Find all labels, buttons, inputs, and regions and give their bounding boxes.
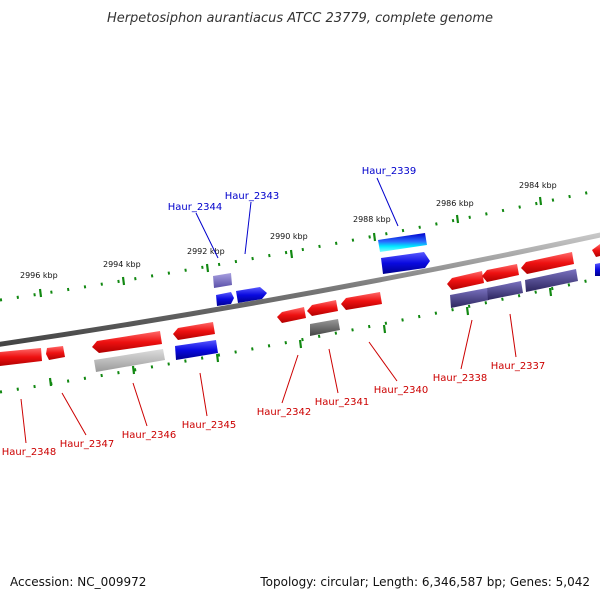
upper-scale-track xyxy=(0,188,600,302)
scale-label-2994: 2994 kbp xyxy=(103,260,141,269)
gene-haur-2343[interactable] xyxy=(236,287,267,303)
gene-haur-2337-b[interactable] xyxy=(487,281,523,300)
gene-haur-2340[interactable] xyxy=(341,292,382,310)
gene-label-haur-2346[interactable]: Haur_2346 xyxy=(122,430,177,441)
major-scale-ticks xyxy=(38,196,553,387)
gene-haur-2345-b[interactable] xyxy=(175,340,218,360)
lower-scale-track xyxy=(0,276,600,394)
scale-label-2988: 2988 kbp xyxy=(353,215,391,224)
gene-haur-2347[interactable] xyxy=(46,346,65,360)
gene-haur-2338[interactable] xyxy=(447,271,484,290)
gene-haur-2338-b[interactable] xyxy=(450,288,489,308)
gene-label-haur-2342[interactable]: Haur_2342 xyxy=(257,407,312,418)
gene-haur-2346[interactable] xyxy=(92,331,162,353)
gene-label-haur-2348[interactable]: Haur_2348 xyxy=(2,447,57,458)
gene-label-haur-2341[interactable]: Haur_2341 xyxy=(315,397,370,408)
scale-label-2984: 2984 kbp xyxy=(519,181,557,190)
gene-haur-2341-b[interactable] xyxy=(310,319,340,336)
gene-haur-2339-b[interactable] xyxy=(381,252,430,274)
gene-haur-2337[interactable] xyxy=(482,264,519,282)
gene-haur-2341[interactable] xyxy=(307,300,338,316)
accession-text: Accession: NC_009972 xyxy=(10,575,146,589)
gene-edge-right-b[interactable] xyxy=(595,263,600,276)
gene-haur-2345[interactable] xyxy=(173,322,215,340)
gene-right-purple[interactable] xyxy=(525,269,578,292)
gene-haur-2346-b[interactable] xyxy=(94,349,165,372)
gene-label-haur-2347[interactable]: Haur_2347 xyxy=(60,439,115,450)
lower-strand-genes xyxy=(0,252,578,372)
gene-label-haur-2340[interactable]: Haur_2340 xyxy=(374,385,429,396)
map-title: Herpetosiphon aurantiacus ATCC 23779, co… xyxy=(107,11,493,26)
gene-label-haur-2343[interactable]: Haur_2343 xyxy=(225,191,280,202)
gene-right-red[interactable] xyxy=(521,252,574,274)
gene-label-haur-2338[interactable]: Haur_2338 xyxy=(433,373,488,384)
gene-haur-2344-b[interactable] xyxy=(216,292,234,306)
scale-label-2990: 2990 kbp xyxy=(270,232,308,241)
scale-label-2986: 2986 kbp xyxy=(436,199,474,208)
gene-label-haur-2339[interactable]: Haur_2339 xyxy=(362,166,417,177)
gene-haur-2344[interactable] xyxy=(213,273,232,288)
gene-label-haur-2344[interactable]: Haur_2344 xyxy=(168,202,223,213)
topology-text: Topology: circular; Length: 6,346,587 bp… xyxy=(259,575,590,589)
upper-strand-genes xyxy=(213,233,600,306)
gene-edge-right[interactable] xyxy=(592,244,600,257)
gene-haur-2348[interactable] xyxy=(0,348,42,366)
gene-haur-2339[interactable] xyxy=(378,233,427,252)
lower-leader-lines xyxy=(20,313,517,444)
scale-label-2992: 2992 kbp xyxy=(187,247,225,256)
gene-label-haur-2345[interactable]: Haur_2345 xyxy=(182,420,237,431)
scale-label-2996: 2996 kbp xyxy=(20,271,58,280)
upper-leader-lines xyxy=(195,177,399,259)
genome-backbone xyxy=(0,232,600,347)
gene-label-haur-2337[interactable]: Haur_2337 xyxy=(491,361,546,372)
gene-haur-2342[interactable] xyxy=(277,307,306,323)
